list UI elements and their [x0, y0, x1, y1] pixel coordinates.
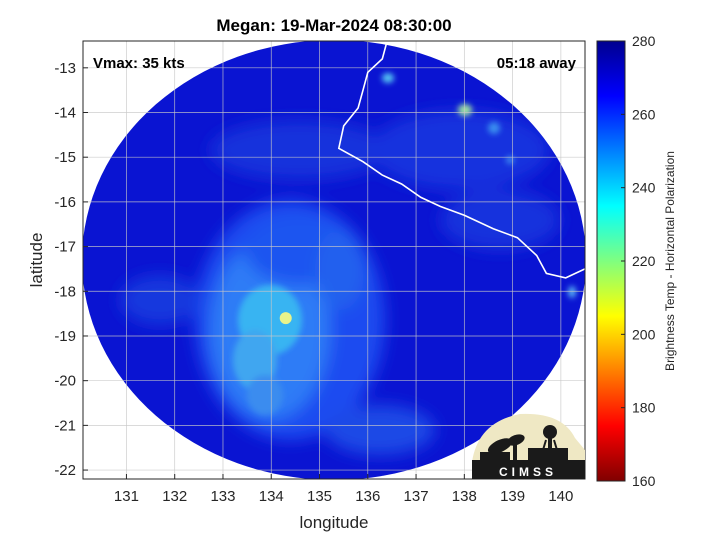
y-tick-label: -15: [54, 149, 76, 166]
vmax-annotation: Vmax: 35 kts: [93, 55, 185, 72]
x-axis: 131 132 133 134 135 136 137 138 139 140: [114, 474, 573, 505]
colorbar-tick-label: 280: [632, 33, 656, 49]
colorbar: [596, 40, 626, 482]
y-tick-label: -13: [54, 60, 76, 77]
y-tick-label: -20: [54, 373, 76, 390]
coastline: [337, 41, 585, 279]
plot-content: [83, 41, 585, 479]
x-tick-label: 136: [355, 488, 380, 505]
colorbar-tick-label: 220: [632, 253, 656, 269]
cimss-logo: CIMSS: [472, 413, 585, 479]
colorbar-label: Brightness Temp - Horizontal Polarizatio…: [663, 151, 677, 371]
logo-text: CIMSS: [499, 465, 557, 479]
x-tick-label: 138: [452, 488, 477, 505]
colorbar-ticks: 280 260 240 220 200 180 160: [621, 33, 656, 489]
y-axis-label: latitude: [27, 233, 46, 288]
coastline-path: [337, 41, 585, 279]
y-tick-label: -17: [54, 239, 76, 256]
chart-title: Megan: 19-Mar-2024 08:30:00: [216, 16, 451, 35]
x-axis-label: longitude: [299, 513, 368, 532]
x-tick-label: 139: [500, 488, 525, 505]
time-away-annotation: 05:18 away: [497, 55, 577, 72]
y-tick-label: -22: [54, 462, 76, 479]
colorbar-tick-label: 180: [632, 400, 656, 416]
x-tick-label: 135: [307, 488, 332, 505]
colorbar-tick-label: 200: [632, 326, 656, 342]
y-tick-label: -18: [54, 283, 76, 300]
colorbar-tick-label: 260: [632, 106, 656, 122]
x-tick-label: 140: [548, 488, 573, 505]
axes-box: [82, 40, 586, 480]
y-tick-label: -19: [54, 328, 76, 345]
storm-center: [279, 312, 292, 325]
x-tick-label: 133: [210, 488, 235, 505]
y-axis: -13 -14 -15 -16 -17 -18 -19 -20 -21 -22: [54, 60, 88, 479]
colorbar-tick-label: 160: [632, 473, 656, 489]
y-tick-label: -21: [54, 417, 76, 434]
grid-lines: [83, 41, 585, 479]
x-tick-label: 131: [114, 488, 139, 505]
y-tick-label: -16: [54, 194, 76, 211]
colorbar-tick-label: 240: [632, 180, 656, 196]
x-tick-label: 132: [162, 488, 187, 505]
x-tick-label: 134: [259, 488, 284, 505]
y-tick-label: -14: [54, 105, 76, 122]
brightness-swath: [83, 41, 585, 479]
x-tick-label: 137: [404, 488, 429, 505]
